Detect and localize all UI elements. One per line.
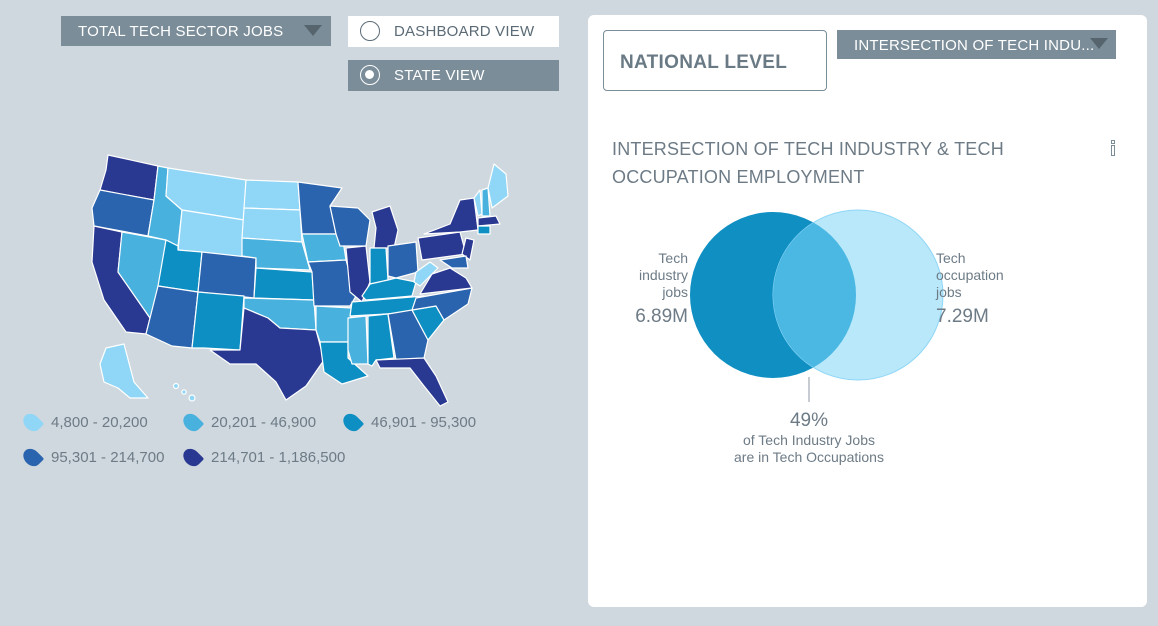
radio-checked-icon [360,65,380,85]
state-pa [417,231,467,261]
us-choropleth-map[interactable] [80,150,510,410]
dashboard-view-label: DASHBOARD VIEW [394,23,535,40]
legend-item-3: 46,901 - 95,300 [339,410,477,435]
overlap-percent: 49% [790,410,828,431]
state-oh [387,241,419,279]
radio-unchecked-icon [360,21,380,41]
state-nj [461,237,475,261]
state-view-label: STATE VIEW [394,67,485,84]
chart-view-label: INTERSECTION OF TECH INDU... [854,37,1095,54]
legend-swatch-icon [179,410,205,435]
state-ma [477,215,501,227]
state-tx [209,307,325,401]
info-icon[interactable] [1109,140,1117,156]
dashboard-view-button[interactable]: DASHBOARD VIEW [348,16,559,47]
left-label-2: industry [639,267,688,283]
legend-swatch-icon [339,410,365,435]
legend-item-1: 4,800 - 20,200 [19,410,148,435]
state-ak [99,343,149,399]
state-mo [307,259,357,307]
state-sd [241,207,303,243]
state-md [439,255,469,269]
left-value: 6.89M [635,306,688,327]
state-wv [413,261,439,287]
state-nd [243,179,301,211]
legend-item-5: 214,701 - 1,186,500 [179,445,346,470]
left-label-3: jobs [661,284,688,300]
overlap-caption-2: are in Tech Occupations [734,449,884,465]
state-ks [253,267,315,301]
right-label-3: jobs [935,284,962,300]
metric-select[interactable]: TOTAL TECH SECTOR JOBS [61,16,331,46]
state-fl [375,357,449,407]
state-in [369,247,389,285]
state-hi-3 [188,394,196,402]
state-ct [477,225,491,235]
detail-panel: NATIONAL LEVEL INTERSECTION OF TECH INDU… [588,15,1147,607]
state-va [419,267,473,295]
metric-select-label: TOTAL TECH SECTOR JOBS [78,23,284,40]
legend-item-2: 20,201 - 46,900 [179,410,317,435]
state-view-button[interactable]: STATE VIEW [348,60,559,91]
legend-swatch-icon [19,410,45,435]
right-label-1: Tech [936,250,966,266]
state-or [91,189,155,237]
state-co [197,251,257,299]
state-ar [315,305,353,343]
state-me [487,163,509,209]
chart-title: INTERSECTION OF TECH INDUSTRY & TECH OCC… [612,135,1032,191]
level-selector[interactable]: NATIONAL LEVEL [603,30,827,91]
legend-label: 20,201 - 46,900 [211,414,317,431]
chart-title-line1: INTERSECTION OF TECH INDUSTRY & TECH [612,139,1004,159]
legend-swatch-icon [179,445,205,470]
right-value: 7.29M [936,306,989,327]
venn-overlap [773,212,856,378]
state-nm [191,291,245,351]
legend-label: 95,301 - 214,700 [51,449,165,466]
venn-diagram: Tech industry jobs 6.89M Tech occupation… [635,209,1004,465]
overlap-caption-1: of Tech Industry Jobs [743,432,875,448]
chart-title-line2: OCCUPATION EMPLOYMENT [612,167,865,187]
state-mi [371,205,399,249]
legend-label: 214,701 - 1,186,500 [211,449,346,466]
left-label-1: Tech [658,250,688,266]
state-nh [481,187,491,217]
legend-swatch-icon [19,445,45,470]
state-ny [423,197,479,235]
state-ms [347,315,369,365]
chevron-down-icon [304,25,322,36]
chevron-down-icon [1090,38,1108,49]
legend-label: 46,901 - 95,300 [371,414,477,431]
legend-label: 4,800 - 20,200 [51,414,148,431]
state-hi-1 [172,382,180,390]
legend-item-4: 95,301 - 214,700 [19,445,165,470]
level-label: NATIONAL LEVEL [620,52,788,73]
state-ky [361,277,417,301]
state-hi-2 [181,389,187,395]
chart-view-select[interactable]: INTERSECTION OF TECH INDU... [837,30,1116,59]
right-label-2: occupation [936,267,1004,283]
